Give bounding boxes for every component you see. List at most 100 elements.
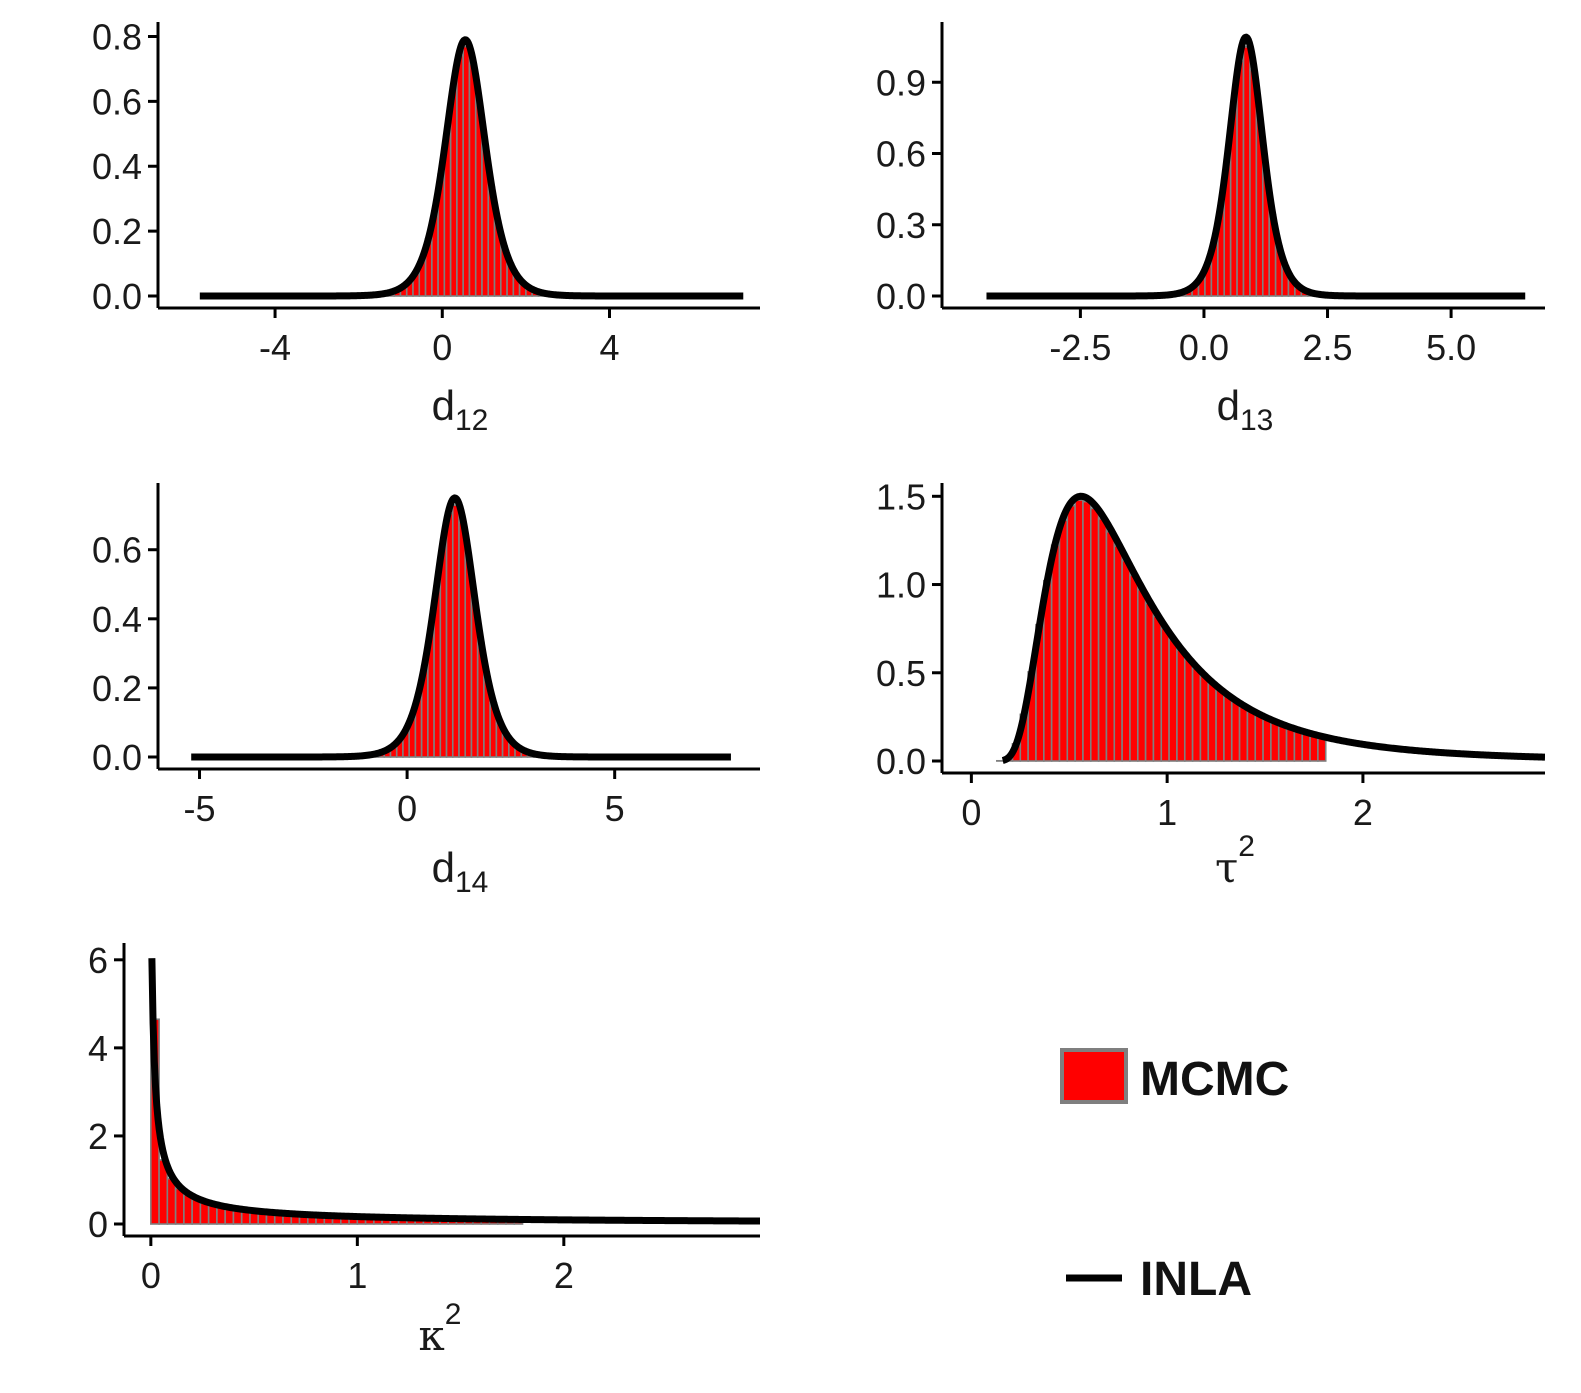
y-tick-label: 2 bbox=[88, 1116, 108, 1157]
x-tick-label: -2.5 bbox=[1049, 327, 1111, 368]
histogram-bars bbox=[996, 499, 1327, 762]
mcmc-bar bbox=[1301, 731, 1311, 762]
x-axis-title: τ2 bbox=[1215, 830, 1255, 892]
x-tick-label: 0.0 bbox=[1179, 327, 1229, 368]
x-axis-title: d14 bbox=[432, 844, 489, 899]
panel-kappa2: 0 2 4 6 0 1 2 κ2 bbox=[88, 940, 760, 1360]
mcmc-bar bbox=[174, 1187, 185, 1225]
mcmc-bar bbox=[1082, 500, 1092, 762]
mcmc-bar bbox=[1058, 519, 1069, 762]
mcmc-bar bbox=[1238, 705, 1249, 762]
y-tick-label: 0.9 bbox=[876, 62, 926, 103]
axes: 0.0 0.2 0.4 0.6 0.8 -4 0 4 bbox=[92, 16, 760, 368]
x-tick-label: 2 bbox=[1353, 792, 1373, 833]
axes: 0.0 0.2 0.4 0.6 -5 0 5 bbox=[92, 483, 760, 829]
inla-curve bbox=[188, 494, 734, 761]
panel-d14: 0.0 0.2 0.4 0.6 -5 0 5 d14 bbox=[92, 483, 760, 899]
mcmc-bar bbox=[1293, 729, 1304, 762]
mcmc-bar bbox=[1160, 627, 1170, 762]
x-axis-title: d12 bbox=[432, 382, 489, 437]
inla-curve bbox=[197, 36, 746, 300]
y-tick-label: 0.6 bbox=[92, 530, 142, 571]
axes: 0 2 4 6 0 1 2 bbox=[88, 940, 760, 1296]
x-tick-label: -5 bbox=[184, 788, 216, 829]
mcmc-bar bbox=[1199, 675, 1210, 762]
x-tick-label: 1 bbox=[347, 1255, 367, 1296]
histogram-bars bbox=[1107, 46, 1386, 297]
mcmc-bar bbox=[1074, 499, 1084, 762]
inla-curve bbox=[984, 33, 1528, 300]
x-tick-label: 4 bbox=[599, 327, 619, 368]
histogram-bars bbox=[299, 45, 628, 297]
mcmc-bar bbox=[468, 63, 477, 297]
mcmc-bar bbox=[462, 45, 471, 297]
mcmc-bar bbox=[1285, 726, 1296, 762]
y-tick-label: 6 bbox=[88, 940, 108, 981]
mcmc-bar bbox=[1183, 658, 1194, 762]
mcmc-bar bbox=[1262, 717, 1272, 762]
axes: 0.0 0.3 0.6 0.9 -2.5 0.0 2.5 5.0 bbox=[876, 22, 1545, 368]
mcmc-bar bbox=[1191, 667, 1202, 762]
histogram-bars bbox=[150, 1018, 524, 1225]
mcmc-bar bbox=[1152, 615, 1163, 762]
mcmc-bar bbox=[1236, 60, 1245, 297]
mcmc-bar bbox=[1097, 518, 1108, 762]
mcmc-bar bbox=[456, 54, 464, 297]
x-tick-label: 2.5 bbox=[1303, 327, 1353, 368]
mcmc-bar bbox=[1277, 724, 1288, 762]
x-axis-title: κ2 bbox=[419, 1298, 462, 1360]
y-tick-label: 0.4 bbox=[92, 146, 142, 187]
mcmc-bar bbox=[1215, 688, 1225, 762]
mcmc-bar bbox=[1050, 544, 1061, 762]
legend-inla-label: INLA bbox=[1140, 1253, 1252, 1306]
y-tick-label: 0.0 bbox=[92, 276, 142, 317]
mcmc-bar bbox=[1121, 559, 1131, 762]
x-tick-label: 0 bbox=[397, 788, 417, 829]
mcmc-bar bbox=[1270, 721, 1280, 762]
x-tick-label: 2 bbox=[554, 1255, 574, 1296]
mcmc-bar bbox=[445, 512, 454, 758]
y-tick-label: 0.0 bbox=[876, 741, 926, 782]
y-tick-label: 0 bbox=[88, 1204, 108, 1245]
panel-d12: 0.0 0.2 0.4 0.6 0.8 -4 0 4 d12 bbox=[92, 16, 760, 437]
mcmc-bar bbox=[1246, 709, 1257, 762]
y-tick-label: 0.8 bbox=[92, 16, 142, 57]
mcmc-bar bbox=[1207, 682, 1217, 762]
mcmc-bar bbox=[1223, 694, 1233, 762]
mcmc-bar bbox=[1066, 504, 1076, 762]
inla-curve bbox=[148, 958, 760, 1225]
y-tick-label: 0.2 bbox=[92, 668, 142, 709]
mcmc-bar bbox=[451, 504, 460, 758]
legend-mcmc-swatch bbox=[1060, 1048, 1128, 1104]
mcmc-bar bbox=[1242, 46, 1251, 297]
y-tick-label: 0.0 bbox=[876, 276, 926, 317]
inla-curve bbox=[1000, 492, 1545, 764]
x-tick-label: 0 bbox=[432, 327, 452, 368]
y-tick-label: 0.5 bbox=[876, 653, 926, 694]
x-tick-label: 0 bbox=[961, 792, 981, 833]
legend: MCMC INLA bbox=[1060, 1048, 1289, 1306]
y-tick-label: 0.4 bbox=[92, 599, 142, 640]
y-tick-label: 0.3 bbox=[876, 205, 926, 246]
mcmc-bar bbox=[1113, 545, 1123, 762]
y-tick-label: 0.6 bbox=[876, 134, 926, 175]
y-tick-label: 0.2 bbox=[92, 211, 142, 252]
mcmc-bar bbox=[1089, 507, 1100, 762]
axes: 0.0 0.5 1.0 1.5 0 1 2 bbox=[876, 476, 1545, 833]
mcmc-bar bbox=[1105, 530, 1116, 762]
panel-tau2: 0.0 0.5 1.0 1.5 0 1 2 τ2 bbox=[876, 476, 1545, 892]
y-tick-label: 1.0 bbox=[876, 565, 926, 606]
x-tick-label: -4 bbox=[259, 327, 291, 368]
y-tick-label: 4 bbox=[88, 1028, 108, 1069]
y-tick-label: 0.0 bbox=[92, 737, 142, 778]
x-tick-label: 5.0 bbox=[1426, 327, 1476, 368]
y-tick-label: 1.5 bbox=[876, 476, 926, 517]
mcmc-bar bbox=[1144, 602, 1155, 762]
mcmc-bar bbox=[1136, 588, 1147, 762]
x-tick-label: 0 bbox=[141, 1255, 161, 1296]
mcmc-bar bbox=[1168, 638, 1178, 762]
x-tick-label: 5 bbox=[605, 788, 625, 829]
histogram-bars bbox=[283, 504, 622, 758]
x-tick-label: 1 bbox=[1157, 792, 1177, 833]
